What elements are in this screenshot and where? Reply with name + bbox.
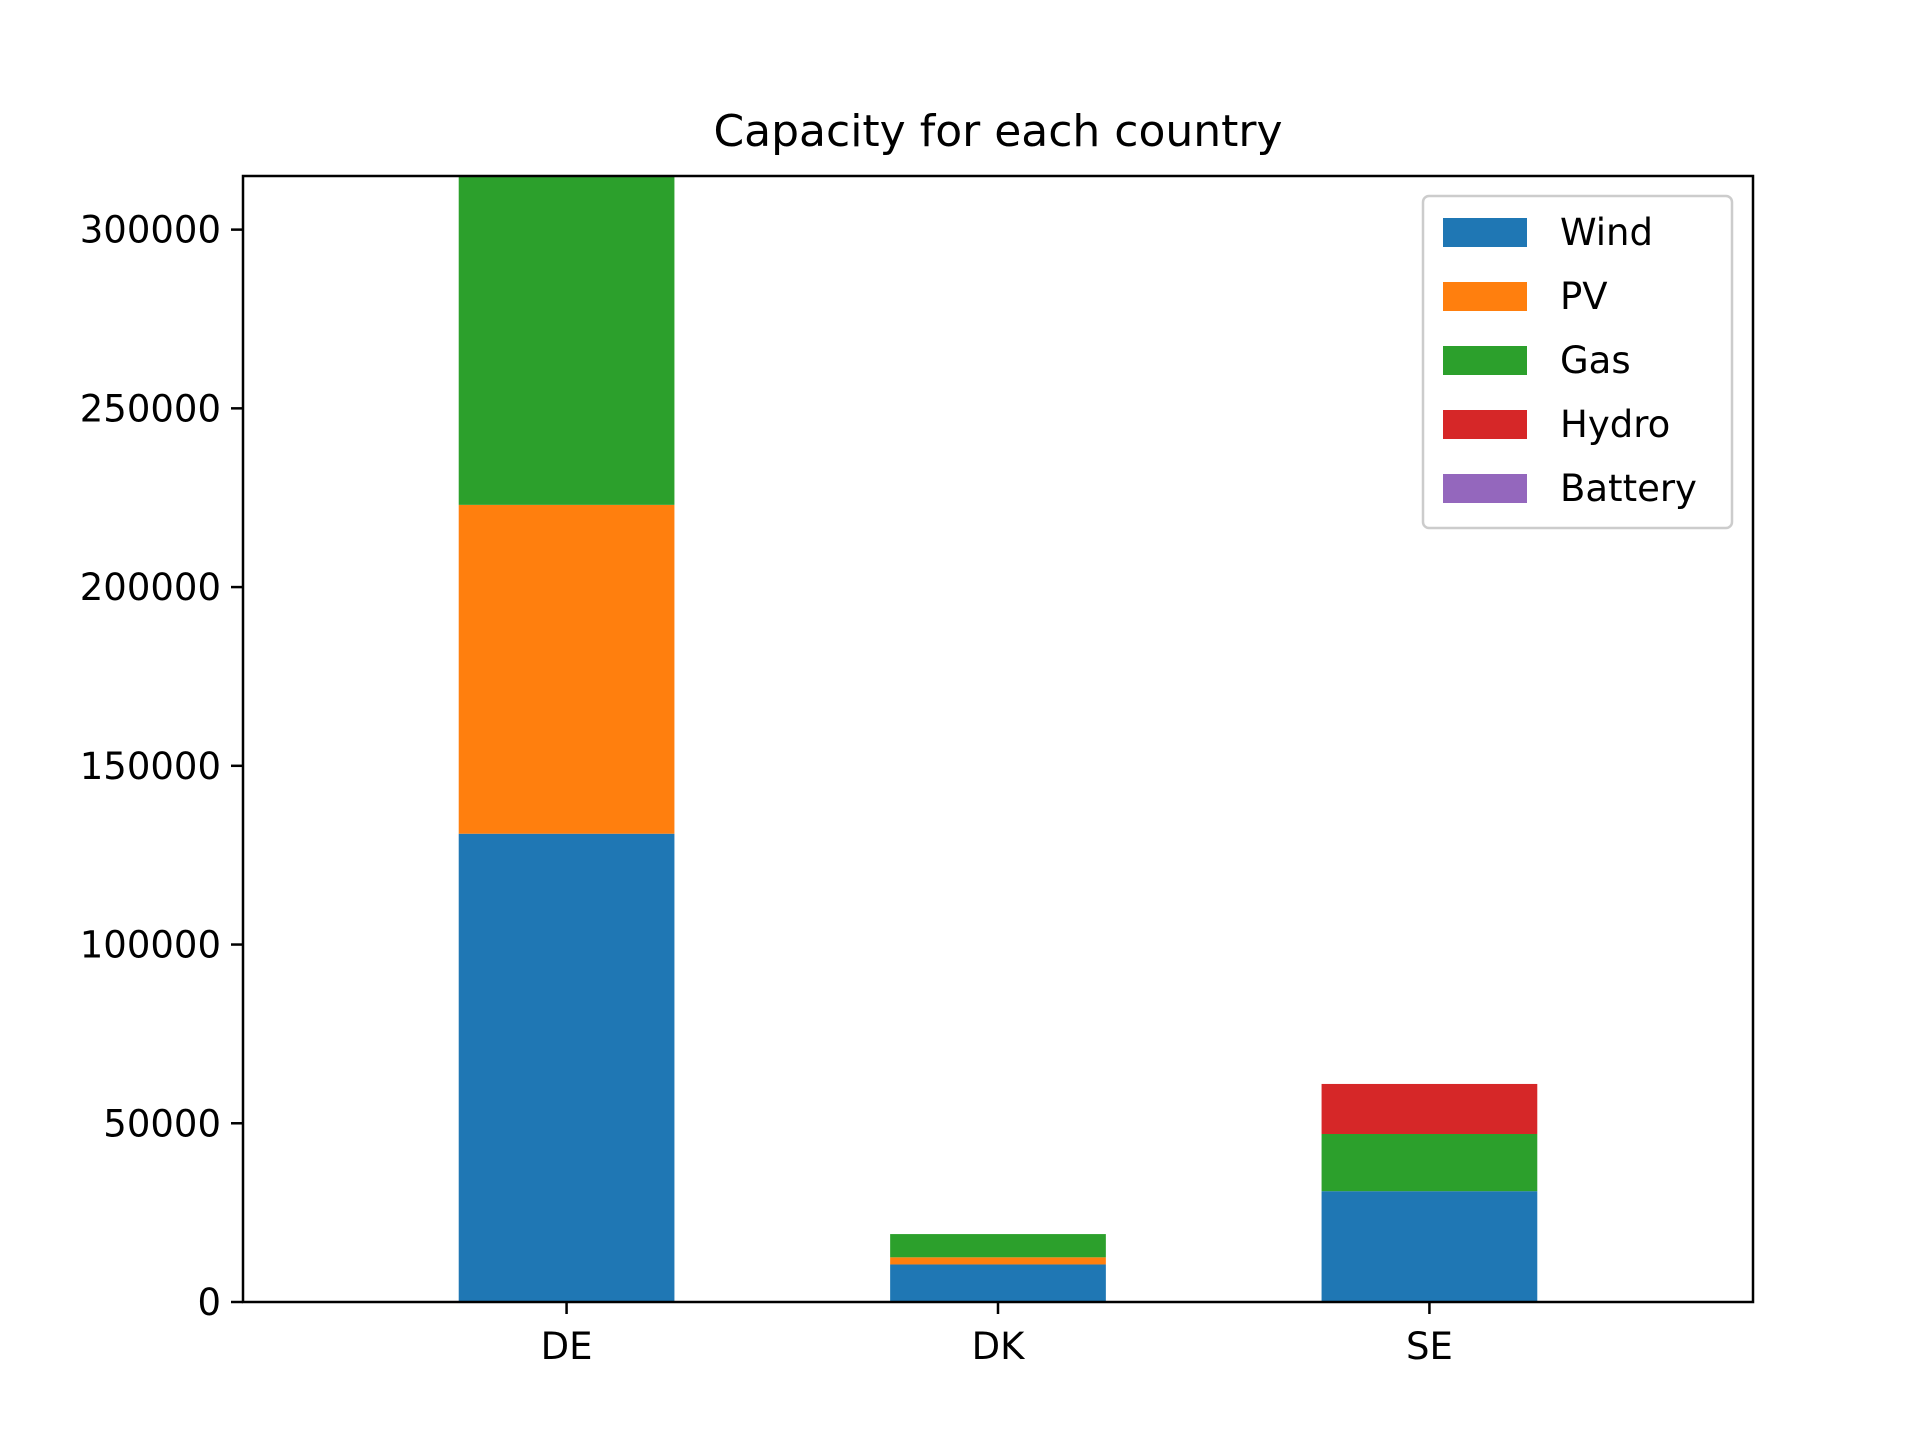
bar-de-wind [458,833,675,1302]
legend-label-pv: PV [1560,275,1608,318]
y-tick-label: 250000 [80,387,221,430]
bar-dk-gas [890,1234,1106,1258]
legend-swatch-wind [1443,218,1527,247]
y-tick-label: 50000 [103,1102,221,1145]
legend-box [1421,194,1734,530]
legend-label-gas: Gas [1560,339,1631,382]
legend-label-wind: Wind [1560,211,1653,254]
chart-title: Capacity for each country [713,106,1282,157]
legend: Wind PV Gas Hydro Battery [1421,194,1734,530]
y-tick-label: 100000 [80,924,221,967]
y-tick-label: 300000 [80,209,221,252]
x-axis: DE DK SE [541,1302,1453,1368]
legend-label-hydro: Hydro [1560,403,1670,446]
bar-se-wind [1321,1191,1538,1302]
y-tick-label: 150000 [80,745,221,788]
legend-label-battery: Battery [1560,467,1697,510]
legend-swatch-gas [1443,346,1527,375]
y-tick-label: 0 [197,1281,221,1324]
bar-de-pv [458,504,675,834]
x-tick-label: DK [972,1325,1026,1368]
legend-swatch-battery [1443,474,1527,503]
bar-se-gas [1321,1133,1538,1192]
y-tick-label: 200000 [80,566,221,609]
y-axis: 0 50000 100000 150000 200000 250000 300000 [80,209,243,1324]
bar-dk-pv [890,1257,1106,1265]
bar-se-hydro [1321,1083,1538,1134]
x-tick-label: SE [1406,1325,1453,1368]
bars-group [458,176,1538,1302]
bar-de-gas [458,176,675,505]
bar-dk-wind [890,1264,1106,1302]
plot-frame [241,174,1755,1304]
x-tick-label: DE [541,1325,593,1368]
legend-swatch-hydro [1443,410,1527,439]
legend-swatch-pv [1443,282,1527,311]
